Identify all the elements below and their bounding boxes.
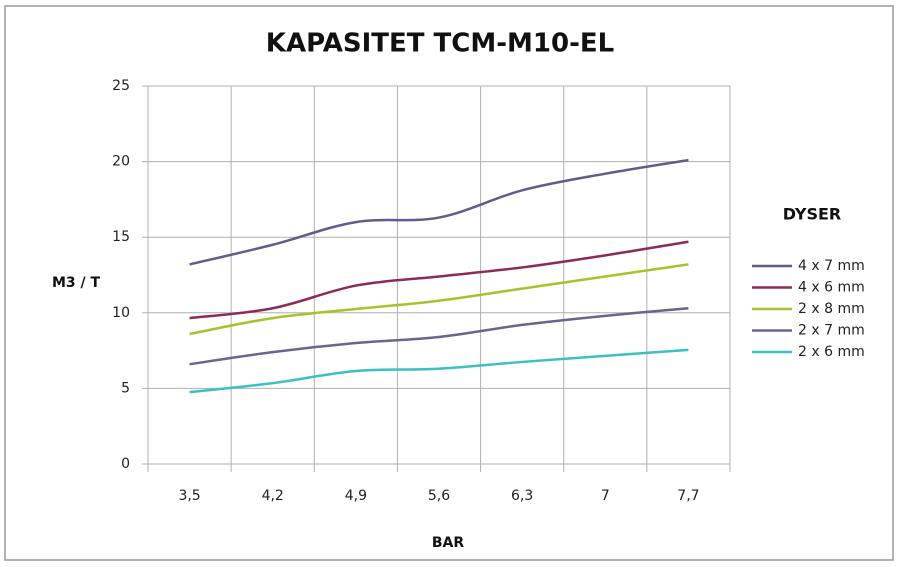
x-tick-label: 7 [601, 488, 610, 504]
y-axis-label: M3 / T [52, 275, 101, 291]
x-tick-label: 6,3 [511, 488, 533, 504]
x-tick-label: 7,7 [677, 488, 699, 504]
series-line [189, 307, 689, 366]
legend-label: 4 x 7 mm [798, 258, 865, 274]
x-axis-label: BAR [432, 535, 465, 551]
legend-label: 2 x 6 mm [798, 344, 865, 360]
series-line [189, 240, 689, 320]
y-tick-label: 0 [121, 456, 130, 472]
y-tick-label: 25 [112, 78, 130, 94]
chart-title: KAPASITET TCM-M10-EL [266, 29, 614, 59]
y-tick-label: 20 [112, 154, 130, 170]
x-tick-label: 4,2 [262, 488, 284, 504]
x-tick-label: 5,6 [428, 488, 450, 504]
frame [4, 5, 894, 561]
legend-title: DYSER [783, 205, 841, 224]
y-tick-label: 10 [112, 305, 130, 321]
legend-label: 2 x 7 mm [798, 323, 865, 339]
series-line [189, 348, 689, 394]
legend-label: 2 x 8 mm [798, 301, 865, 317]
series-line [189, 158, 689, 266]
x-tick-label: 3,5 [178, 488, 200, 504]
legend-label: 4 x 6 mm [798, 280, 865, 296]
x-tick-label: 4,9 [345, 488, 367, 504]
y-tick-label: 15 [112, 229, 130, 245]
y-tick-label: 5 [121, 380, 130, 396]
series-line [189, 263, 689, 336]
